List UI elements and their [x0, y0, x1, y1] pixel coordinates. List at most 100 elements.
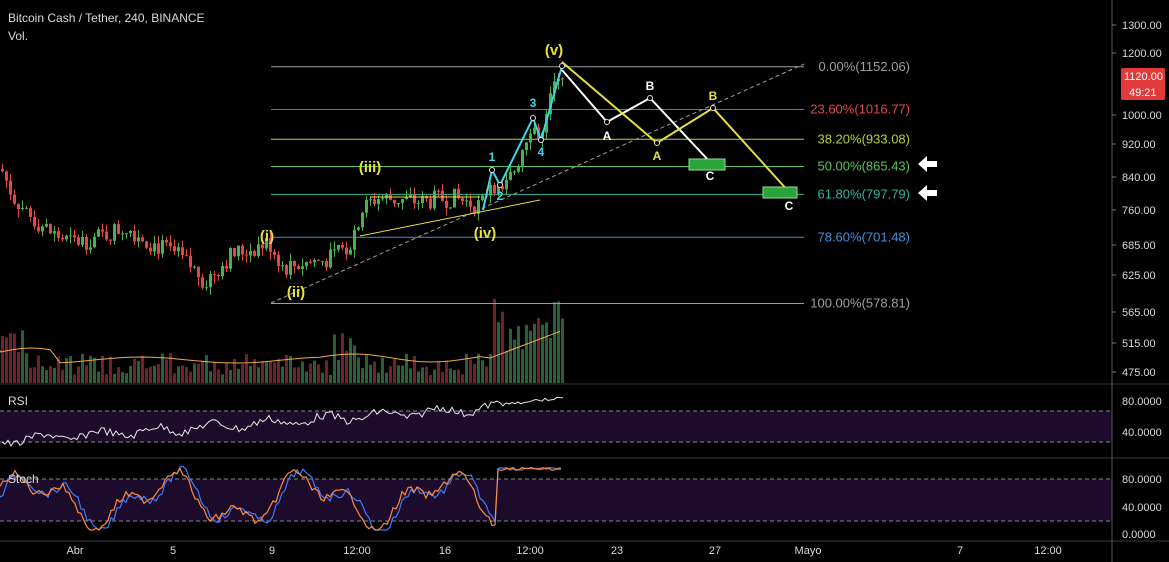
candle-body	[69, 235, 72, 237]
volume-bar	[385, 372, 388, 383]
candle-body	[113, 224, 116, 241]
candle-body	[429, 198, 432, 209]
volume-bar	[69, 356, 72, 383]
volume-bar	[205, 355, 208, 383]
candle-body	[33, 216, 36, 227]
candle-body	[341, 244, 344, 248]
volume-bar	[433, 369, 436, 383]
volume-bar	[197, 363, 200, 383]
y-tick-label: 475.00	[1122, 367, 1156, 379]
candle-body	[229, 248, 232, 269]
stoch-label: Stoch	[8, 472, 39, 486]
candle-body	[489, 185, 492, 196]
y-tick-label: 1000.00	[1122, 110, 1162, 122]
volume-bar	[529, 330, 532, 383]
wave-node	[559, 63, 565, 69]
candle-body	[253, 251, 256, 256]
volume-bar	[181, 365, 184, 383]
volume-bar	[329, 374, 332, 383]
target-box	[688, 158, 726, 171]
volume-bar	[477, 353, 480, 383]
candle-body	[237, 245, 240, 257]
candle-body	[357, 227, 360, 230]
rsi-band	[0, 411, 1112, 442]
candle-body	[165, 240, 168, 243]
volume-bar	[541, 324, 544, 383]
candle-body	[209, 274, 212, 288]
corrective-wave-white	[561, 69, 711, 163]
volume-bar	[21, 330, 24, 383]
candle-body	[97, 229, 100, 237]
volume-bar	[201, 360, 204, 383]
wave-node	[654, 140, 660, 146]
volume-bar	[157, 364, 160, 383]
volume-bar	[509, 328, 512, 383]
candle-body	[361, 212, 364, 228]
volume-bar	[545, 322, 548, 383]
volume-bar	[97, 371, 100, 383]
volume-bar	[353, 345, 356, 383]
stoch-k-line	[0, 465, 562, 531]
candle-body	[1, 168, 4, 172]
volume-bar	[309, 363, 312, 383]
volume-bar	[401, 365, 404, 383]
candle-body	[433, 190, 436, 209]
volume-ma-line	[0, 330, 561, 364]
candle-body	[93, 236, 96, 248]
volume-bar	[125, 373, 128, 383]
volume-bar	[17, 351, 20, 383]
volume-bar	[45, 370, 48, 383]
candle-body	[89, 247, 92, 250]
volume-bar	[141, 355, 144, 383]
volume-bar	[9, 333, 12, 383]
volume-bar	[25, 353, 28, 383]
candle-body	[181, 247, 184, 256]
volume-bar	[461, 374, 464, 383]
volume-bar	[109, 356, 112, 383]
y-tick-label: 565.00	[1122, 307, 1156, 319]
candle-body	[261, 244, 264, 249]
volume-bar	[81, 353, 84, 383]
current-price-badge	[1121, 68, 1165, 100]
volume-bar	[517, 326, 520, 383]
candle-body	[293, 261, 296, 267]
volume-bar	[533, 323, 536, 383]
candle-body	[201, 277, 204, 288]
wave-label: A	[603, 129, 612, 143]
volume-bar	[501, 311, 504, 383]
candle-body	[493, 185, 496, 194]
y-tick-label: 760.00	[1122, 205, 1156, 217]
volume-bar	[29, 367, 32, 383]
candle-body	[481, 195, 484, 201]
volume-bar	[169, 353, 172, 383]
volume-bar	[553, 302, 556, 383]
rsi-label: RSI	[8, 394, 28, 408]
volume-bar	[193, 363, 196, 383]
wave-label: C	[785, 199, 794, 213]
volume-bar	[41, 366, 44, 383]
candle-body	[281, 265, 284, 267]
candle-body	[325, 260, 328, 268]
candle-body	[101, 229, 104, 232]
volume-bar	[61, 369, 64, 383]
candle-body	[285, 265, 288, 275]
candle-body	[513, 171, 516, 173]
trend-line-dashed	[270, 63, 805, 304]
candle-body	[225, 265, 228, 269]
volume-bar	[453, 370, 456, 383]
candle-body	[461, 198, 464, 202]
volume-bar	[285, 354, 288, 383]
wave-node	[710, 105, 716, 111]
volume-bar	[209, 371, 212, 383]
x-tick-label: 12:00	[1034, 545, 1062, 557]
candle-body	[297, 266, 300, 270]
current-price-label: 1120.00	[1124, 71, 1163, 83]
y-tick-label: 515.00	[1122, 338, 1156, 350]
volume-bar	[465, 354, 468, 383]
volume-bar	[389, 366, 392, 383]
candle-body	[61, 237, 64, 240]
volume-bar	[249, 365, 252, 383]
volume-bar	[161, 353, 164, 383]
wave-node	[489, 167, 495, 173]
